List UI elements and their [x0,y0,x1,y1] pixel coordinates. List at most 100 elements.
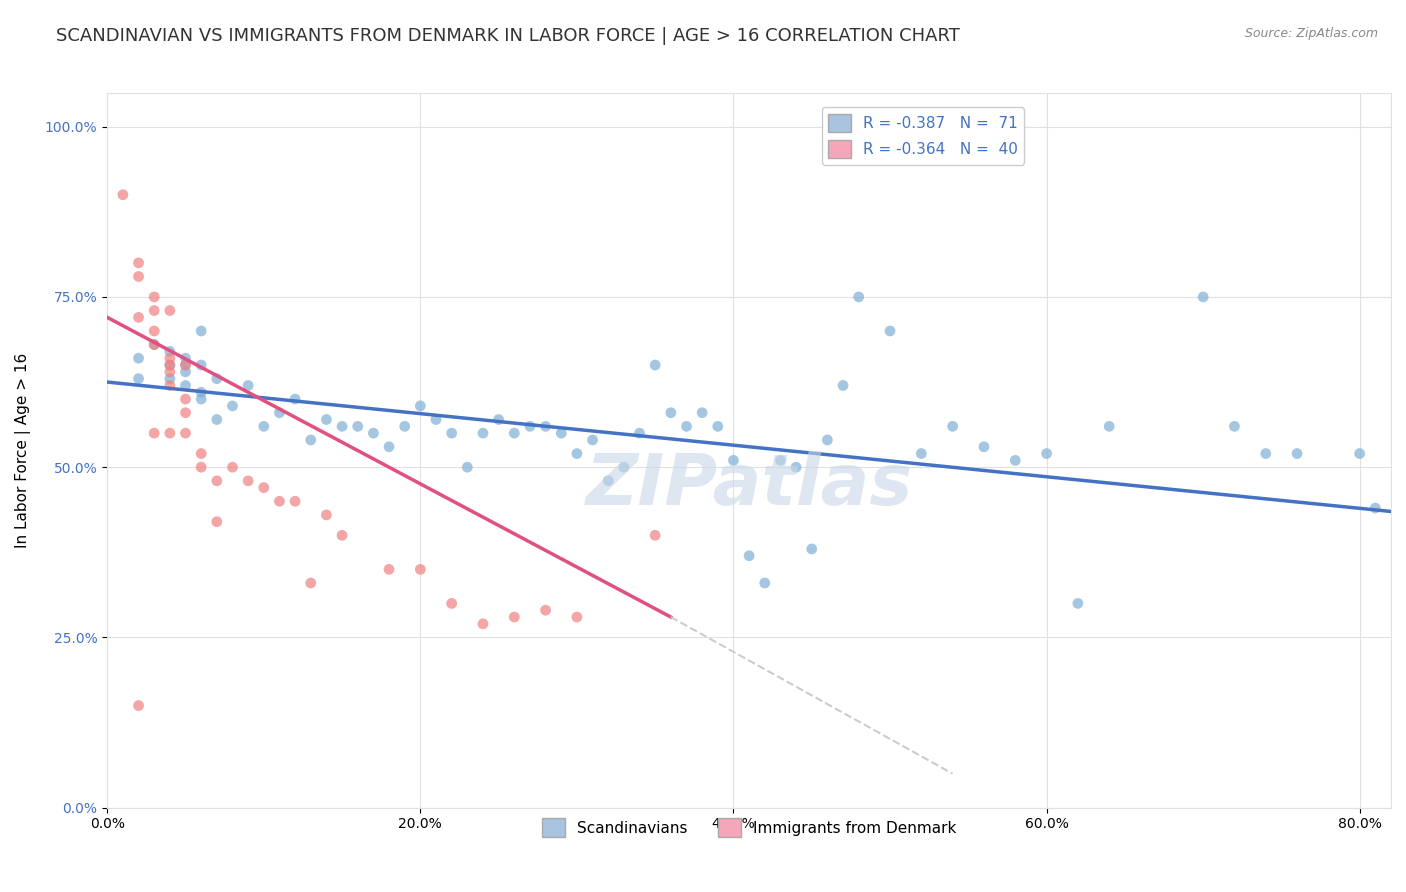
Point [221,460,243,475]
Point [1192,290,1215,304]
Point [159,358,181,372]
Point [143,337,166,351]
Point [143,324,166,338]
Point [1067,596,1090,610]
Point [128,698,150,713]
Point [346,419,368,434]
Point [472,616,495,631]
Point [174,392,197,406]
Point [1364,501,1386,516]
Point [1223,419,1246,434]
Point [613,460,636,475]
Point [472,426,495,441]
Point [174,358,197,372]
Point [440,596,463,610]
Point [315,412,337,426]
Point [534,419,557,434]
Point [111,187,134,202]
Point [174,358,197,372]
Point [128,256,150,270]
Point [675,419,697,434]
Point [159,358,181,372]
Point [785,460,807,475]
Point [159,344,181,359]
Point [644,528,666,542]
Point [143,337,166,351]
Point [128,310,150,325]
Point [456,460,478,475]
Point [659,406,682,420]
Point [174,351,197,366]
Point [815,433,838,447]
Point [754,576,776,591]
Point [1254,446,1277,460]
Point [205,474,228,488]
Point [221,399,243,413]
Point [284,392,307,406]
Point [159,426,181,441]
Point [284,494,307,508]
Point [330,528,353,542]
Point [488,412,510,426]
Point [299,433,322,447]
Point [973,440,995,454]
Point [330,419,353,434]
Point [425,412,447,426]
Point [409,399,432,413]
Point [190,385,212,400]
Legend: Scandinavians, Immigrants from Denmark: Scandinavians, Immigrants from Denmark [536,812,963,843]
Point [378,562,401,576]
Point [205,372,228,386]
Text: SCANDINAVIAN VS IMMIGRANTS FROM DENMARK IN LABOR FORCE | AGE > 16 CORRELATION CH: SCANDINAVIAN VS IMMIGRANTS FROM DENMARK … [56,27,960,45]
Point [690,406,713,420]
Point [644,358,666,372]
Point [236,378,259,392]
Point [440,426,463,441]
Point [190,392,212,406]
Point [769,453,792,467]
Point [565,446,588,460]
Point [409,562,432,576]
Point [190,446,212,460]
Point [1098,419,1121,434]
Point [942,419,965,434]
Point [174,365,197,379]
Point [299,576,322,591]
Point [143,290,166,304]
Point [723,453,745,467]
Point [832,378,855,392]
Point [550,426,572,441]
Text: Source: ZipAtlas.com: Source: ZipAtlas.com [1244,27,1378,40]
Point [128,269,150,284]
Point [800,541,823,556]
Point [159,303,181,318]
Point [1348,446,1371,460]
Point [581,433,603,447]
Point [738,549,761,563]
Point [205,412,228,426]
Point [174,426,197,441]
Point [190,358,212,372]
Text: ZIPatlas: ZIPatlas [585,451,912,520]
Point [174,406,197,420]
Point [159,365,181,379]
Point [253,481,276,495]
Point [707,419,730,434]
Point [269,406,291,420]
Point [174,378,197,392]
Point [519,419,541,434]
Point [378,440,401,454]
Point [315,508,337,522]
Point [159,372,181,386]
Point [190,324,212,338]
Point [269,494,291,508]
Point [143,426,166,441]
Point [190,460,212,475]
Point [628,426,651,441]
Point [236,474,259,488]
Point [879,324,901,338]
Y-axis label: In Labor Force | Age > 16: In Labor Force | Age > 16 [15,352,31,548]
Point [598,474,620,488]
Point [159,378,181,392]
Point [503,426,526,441]
